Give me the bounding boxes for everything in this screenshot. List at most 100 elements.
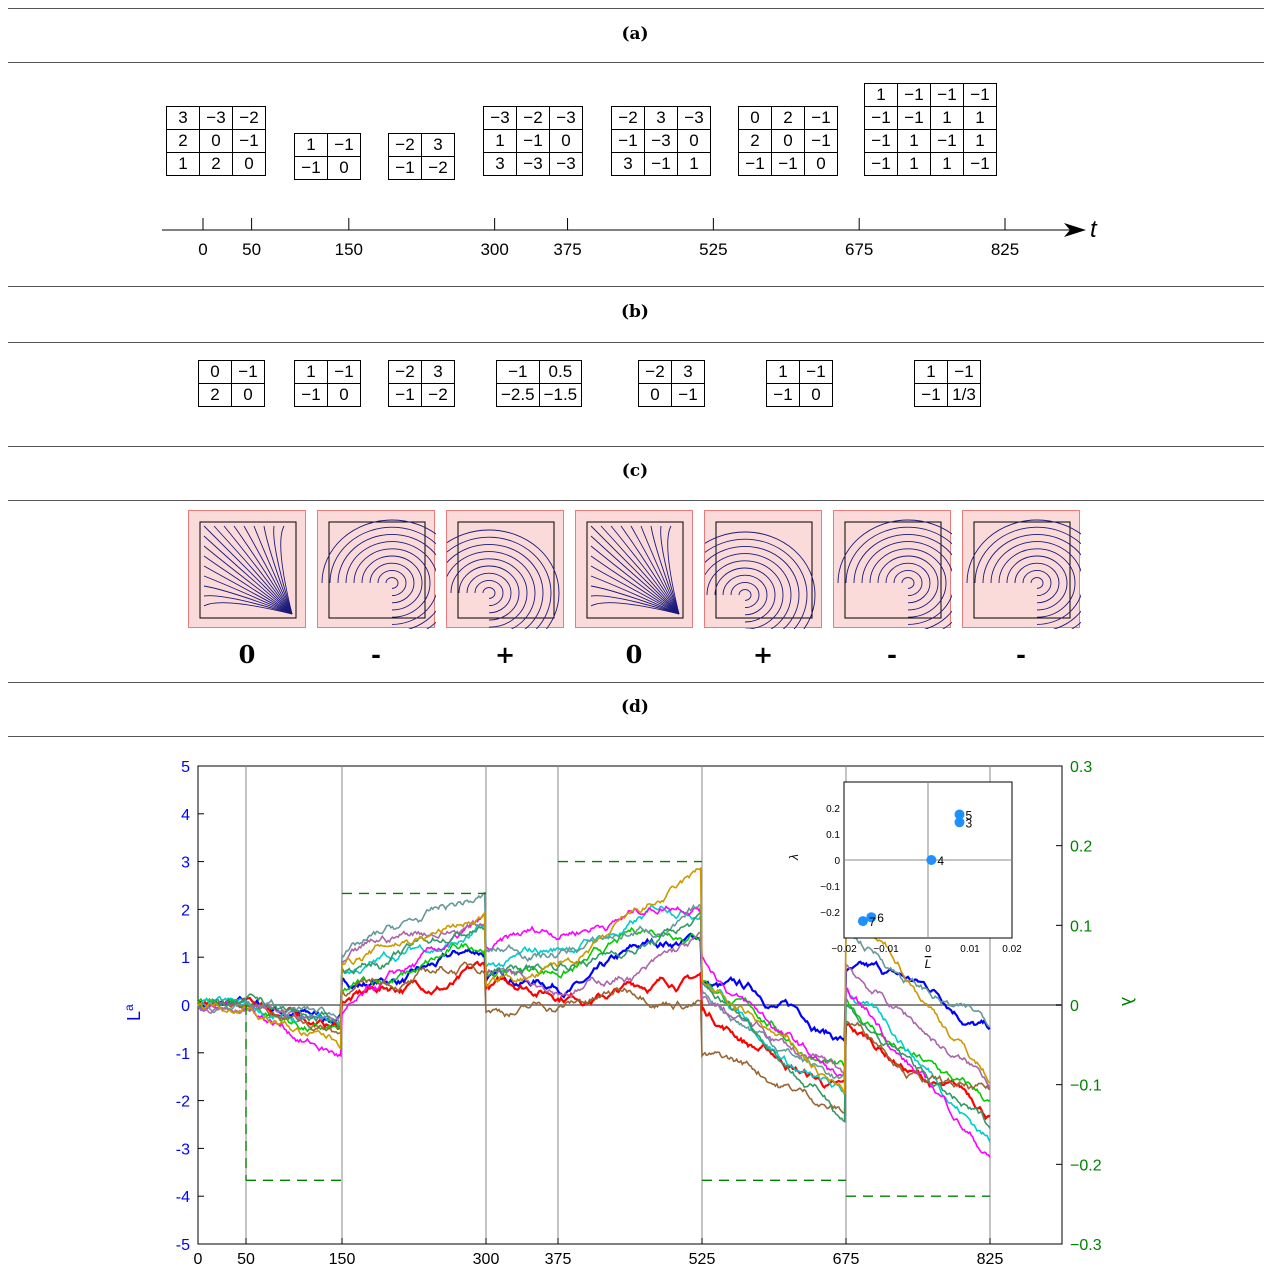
- matrix-cell: 1: [930, 152, 964, 176]
- matrix-cell: 2: [738, 129, 772, 153]
- matrix-cell: −2: [421, 156, 455, 180]
- matrix-cell: −1: [804, 106, 838, 130]
- matrix-cell: 3: [421, 133, 455, 157]
- matrix-cell: 0: [771, 129, 805, 153]
- flow-streamline: [990, 541, 1084, 625]
- flow-streamline: [640, 525, 680, 615]
- matrix-cell: −1: [611, 129, 645, 153]
- flow-streamline: [203, 525, 293, 615]
- flow-streamline: [263, 525, 293, 615]
- inset-y-tick-label: −0.1: [820, 882, 840, 893]
- flow-streamline: [590, 595, 680, 615]
- matrix-cell: 0: [327, 383, 361, 407]
- flow-streamline: [590, 565, 680, 615]
- flow-frame: [973, 521, 1071, 619]
- inset-point: [866, 912, 877, 923]
- flow-lines: [418, 529, 560, 657]
- lambda-step-line: [245, 860, 990, 1197]
- flow-streamline: [600, 525, 680, 615]
- inset-x-tick-label: 0: [925, 944, 931, 955]
- x-tick-label: 150: [329, 1251, 356, 1268]
- timeline-tick-label: 525: [699, 240, 727, 259]
- flow-streamline: [974, 526, 1100, 640]
- matrix-cell: −1: [914, 383, 948, 407]
- flow-lines: [590, 525, 680, 615]
- matrix: 1 −1 −1 0: [294, 133, 361, 180]
- matrix-cell: 0: [198, 360, 232, 384]
- flow-field-svg: [837, 519, 979, 647]
- flow-streamline: [434, 543, 544, 643]
- flow-streamline: [385, 577, 399, 589]
- matrix-cell: −2: [388, 133, 422, 157]
- matrix-cell: 1: [914, 360, 948, 384]
- flow-streamline: [590, 535, 680, 615]
- flow-streamline: [345, 541, 439, 625]
- inset-point-label: 5: [966, 809, 973, 823]
- y-left-tick-label: -3: [176, 1141, 190, 1158]
- flow-lines: [321, 519, 463, 647]
- series-line: [197, 891, 991, 1080]
- matrix-cell: −1: [930, 129, 964, 153]
- flow-lines: [203, 525, 293, 615]
- matrix-cell: −1: [516, 129, 550, 153]
- y-right-tick-label: −0.1: [1070, 1078, 1102, 1095]
- matrix-cell: 3: [483, 152, 517, 176]
- matrix-cell: −1: [804, 129, 838, 153]
- flow-streamline: [253, 525, 293, 615]
- matrix-cell: −1: [963, 152, 997, 176]
- y-right-tick-label: 0.3: [1070, 759, 1092, 776]
- matrix-cell: 0: [804, 152, 838, 176]
- flow-streamline: [730, 581, 760, 609]
- timeline-tick-label: 375: [553, 240, 581, 259]
- flow-streamline: [660, 525, 680, 615]
- matrix-cell: −1: [496, 360, 540, 384]
- y-right-tick-label: −0.2: [1070, 1157, 1102, 1174]
- x-tick-label: 300: [473, 1251, 500, 1268]
- flow-streamline: [998, 548, 1076, 618]
- flow-field-plot: [317, 510, 463, 647]
- matrix-cell: −2: [516, 106, 550, 130]
- flow-sign-label: 0: [625, 640, 643, 669]
- flow-streamline: [426, 536, 552, 650]
- matrix-cell: 1: [166, 152, 200, 176]
- flow-streamline: [203, 565, 293, 615]
- matrix-cell: 3: [421, 360, 455, 384]
- matrix-cell: −1: [327, 360, 361, 384]
- matrix-cell: −2: [232, 106, 266, 130]
- matrix-cell: −3: [483, 106, 517, 130]
- panel-c-label: (c): [621, 461, 649, 481]
- matrix-cell: 0: [199, 129, 233, 153]
- flow-streamline: [1022, 569, 1052, 597]
- matrix-cell: −1.5: [538, 383, 583, 407]
- series-line: [197, 926, 991, 1103]
- timeline-axis-label: t: [1090, 216, 1098, 243]
- main-line-chart: 050150300375525675825t543210-1-2-3-4-5La…: [122, 759, 1138, 1268]
- matrix-cell: 2: [198, 383, 232, 407]
- flow-streamline: [682, 538, 808, 652]
- matrix-cell: 1: [930, 106, 964, 130]
- inset-point-label: 4: [937, 854, 944, 868]
- matrix-cell: 0: [799, 383, 833, 407]
- flow-streamline: [893, 569, 923, 597]
- matrix-cell: −1: [231, 360, 265, 384]
- flow-streamline: [418, 529, 560, 657]
- flow-streamline: [590, 525, 680, 615]
- matrix-cell: −1: [897, 106, 931, 130]
- matrix-cell: 1: [677, 152, 711, 176]
- flow-streamline: [650, 525, 680, 615]
- inset-x-axis-label: L: [925, 957, 932, 971]
- matrix-cell: 1: [483, 129, 517, 153]
- flow-streamline: [482, 587, 496, 599]
- flow-sign-label: +: [752, 640, 774, 669]
- flow-frame: [844, 521, 942, 619]
- matrix: 1 −1 −1 0: [294, 360, 361, 407]
- matrix-cell: −1: [799, 360, 833, 384]
- matrix: 0 2 −1 2 0 −1 −1 −1 0: [738, 106, 838, 176]
- flow-field-plot: [962, 510, 1108, 647]
- inset-point: [857, 916, 868, 927]
- matrix: −2 3 −1 −2: [388, 133, 455, 180]
- flow-streamline: [610, 525, 680, 615]
- flow-field-svg: [199, 521, 297, 619]
- matrix-cell: 3: [671, 360, 705, 384]
- matrix: −2 3 0 −1: [638, 360, 705, 407]
